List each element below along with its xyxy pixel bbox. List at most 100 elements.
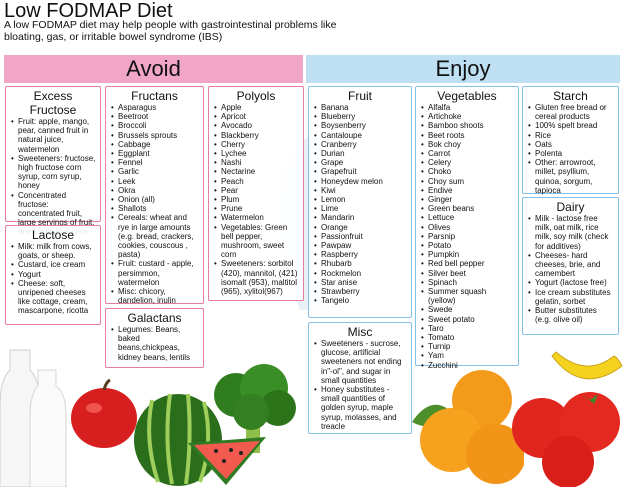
list-item: Kiwi	[314, 186, 407, 195]
list-item: Alfalfa	[421, 103, 514, 112]
list-item: Lemon	[314, 195, 407, 204]
list-item: Bok choy	[421, 140, 514, 149]
list-item: Ginger	[421, 195, 514, 204]
list-item: Cheese: soft, unripened cheeses like cot…	[11, 279, 96, 316]
galactans-box: Galactans Legumes: Beans, baked beans,ch…	[105, 308, 204, 368]
list-item: Grape	[314, 158, 407, 167]
list-item: Asparagus	[111, 103, 199, 112]
list-item: Orange	[314, 223, 407, 232]
list-item: Sweet potato	[421, 315, 514, 324]
list-item: Watermelon	[214, 213, 299, 222]
list-item: Tangelo	[314, 296, 407, 305]
list-item: Vegetables: Green bell pepper, mushroom,…	[214, 223, 299, 260]
list-item: Boysenberry	[314, 121, 407, 130]
list-item: Polenta	[528, 149, 614, 158]
list-item: Yogurt	[11, 270, 96, 279]
list-item: Passionfruit	[314, 232, 407, 241]
page-subtitle: A low FODMAP diet may help people with g…	[4, 19, 337, 43]
list-item: Yam	[421, 351, 514, 360]
list-item: Rockmelon	[314, 269, 407, 278]
list-item: Pear	[214, 186, 299, 195]
list-item: Butter substitutes (e.g. olive oil)	[528, 306, 614, 324]
list-item: Shallots	[111, 204, 199, 213]
list-item: Honey substitutes - small quantities of …	[314, 385, 407, 431]
list-item: Carrot	[421, 149, 514, 158]
lactose-box: Lactose Milk: milk from cows, goats, or …	[5, 225, 101, 325]
list-item: Lychee	[214, 149, 299, 158]
list-item: Zucchini	[421, 361, 514, 370]
list-item: Bamboo shoots	[421, 121, 514, 130]
list-item: Summer squash (yellow)	[421, 287, 514, 305]
enjoy-header: Enjoy	[306, 55, 620, 83]
list-item: Milk: milk from cows, goats, or sheep.	[11, 242, 96, 260]
list-item: Cantaloupe	[314, 131, 407, 140]
list-item: Gluten free bread or cereal products	[528, 103, 614, 121]
misc-box: Misc Sweeteners - sucrose, glucose, arti…	[308, 322, 412, 434]
list-item: Banana	[314, 103, 407, 112]
list-item: Cheeses- hard cheeses, brie, and camembe…	[528, 251, 614, 279]
list-item: Potato	[421, 241, 514, 250]
list-item: Taro	[421, 324, 514, 333]
watermelon-image	[132, 388, 224, 487]
tomatoes-image	[512, 380, 624, 488]
dairy-box: Dairy Milk - lactose free milk, oat milk…	[522, 197, 619, 335]
list-item: Star anise	[314, 278, 407, 287]
list-item: Custard, ice cream	[11, 260, 96, 269]
list-item: Olives	[421, 223, 514, 232]
banana-image	[548, 338, 624, 390]
list-item: Sweeteners - sucrose, glucose, artificia…	[314, 339, 407, 385]
list-item: Prune	[214, 204, 299, 213]
list-item: Apricot	[214, 112, 299, 121]
page-title: Low FODMAP Diet	[4, 0, 173, 22]
list-item: Broccoli	[111, 121, 199, 130]
avoid-header: Avoid	[4, 55, 303, 83]
list-item: Choy sum	[421, 177, 514, 186]
list-item: Nectarine	[214, 167, 299, 176]
list-item: Endive	[421, 186, 514, 195]
list-item: Artichoke	[421, 112, 514, 121]
list-item: Raspberry	[314, 250, 407, 259]
list-item: Sweeteners: sorbitol (420), mannitol, (4…	[214, 259, 299, 296]
list-item: Mandarin	[314, 213, 407, 222]
polyols-title: Polyols	[236, 89, 276, 103]
list-item: Other: arrowroot, millet, psyllium, quin…	[528, 158, 614, 195]
lactose-title: Lactose	[31, 228, 75, 242]
list-item: Brussels sprouts	[111, 131, 199, 140]
list-item: Cabbage	[111, 140, 199, 149]
list-item: Sweeteners: fructose, high fructose corn…	[11, 154, 96, 191]
list-item: Fennel	[111, 158, 199, 167]
oranges-image	[404, 362, 526, 487]
list-item: Fruit: custard - apple, persimmon, water…	[111, 259, 199, 287]
fructans-title: Fructans	[131, 89, 178, 103]
list-item: Pawpaw	[314, 241, 407, 250]
starch-box: Starch Gluten free bread or cereal produ…	[522, 86, 619, 195]
galactans-title: Galactans	[127, 311, 182, 325]
list-item: Lettuce	[421, 213, 514, 222]
list-item: Okra	[111, 186, 199, 195]
list-item: Eggplant	[111, 149, 199, 158]
list-item: Nashi	[214, 158, 299, 167]
milk-bottles-image	[0, 340, 72, 488]
list-item: Honeydew melon	[314, 177, 407, 186]
list-item: Turnip	[421, 342, 514, 351]
misc-title: Misc	[347, 325, 373, 339]
list-item: Garlic	[111, 167, 199, 176]
list-item: Oats	[528, 140, 614, 149]
fruit-box: Fruit Banana Blueberry Boysenberry Canta…	[308, 86, 412, 318]
list-item: Strawberry	[314, 287, 407, 296]
list-item: Swede	[421, 305, 514, 314]
list-item: Blackberry	[214, 131, 299, 140]
list-item: Cherry	[214, 140, 299, 149]
list-item: Rhubarb	[314, 259, 407, 268]
list-item: Peach	[214, 177, 299, 186]
list-item: Grapefruit	[314, 167, 407, 176]
list-item: Lime	[314, 204, 407, 213]
excess-fructose-box: Excess Fructose Fruit: apple, mango, pea…	[5, 86, 101, 236]
list-item: Rice	[528, 131, 614, 140]
list-item: Leek	[111, 177, 199, 186]
list-item: Tomato	[421, 333, 514, 342]
list-item: Pumpkin	[421, 250, 514, 259]
list-item: Cranberry	[314, 140, 407, 149]
list-item: Ice cream substitutes gelatin, sorbet	[528, 288, 614, 306]
list-item: Red bell pepper	[421, 259, 514, 268]
